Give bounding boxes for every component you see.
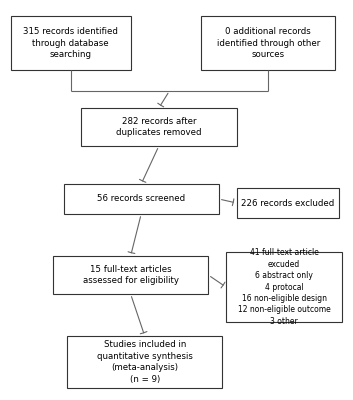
Bar (11, 16, 131, 70)
Bar (201, 16, 335, 70)
Bar (53, 256, 208, 294)
Text: 282 records after
duplicates removed: 282 records after duplicates removed (116, 117, 202, 137)
Bar (81, 108, 237, 146)
Text: 226 records excluded: 226 records excluded (241, 198, 334, 208)
Text: 0 additional records
identified through other
sources: 0 additional records identified through … (217, 27, 320, 59)
Bar (226, 252, 342, 322)
Text: 315 records identified
through database
searching: 315 records identified through database … (23, 27, 118, 59)
Bar (67, 336, 222, 388)
Text: 15 full-text articles
assessed for eligibility: 15 full-text articles assessed for eligi… (83, 265, 179, 285)
Text: 41 full-text article
excuded
6 abstract only
4 protocal
16 non-eligible design
1: 41 full-text article excuded 6 abstract … (238, 248, 330, 326)
Text: Studies included in
quantitative synthesis
(meta-analysis)
(n = 9): Studies included in quantitative synthes… (97, 340, 193, 384)
Bar (237, 188, 339, 218)
Text: 56 records screened: 56 records screened (97, 194, 185, 204)
Bar (64, 184, 219, 214)
